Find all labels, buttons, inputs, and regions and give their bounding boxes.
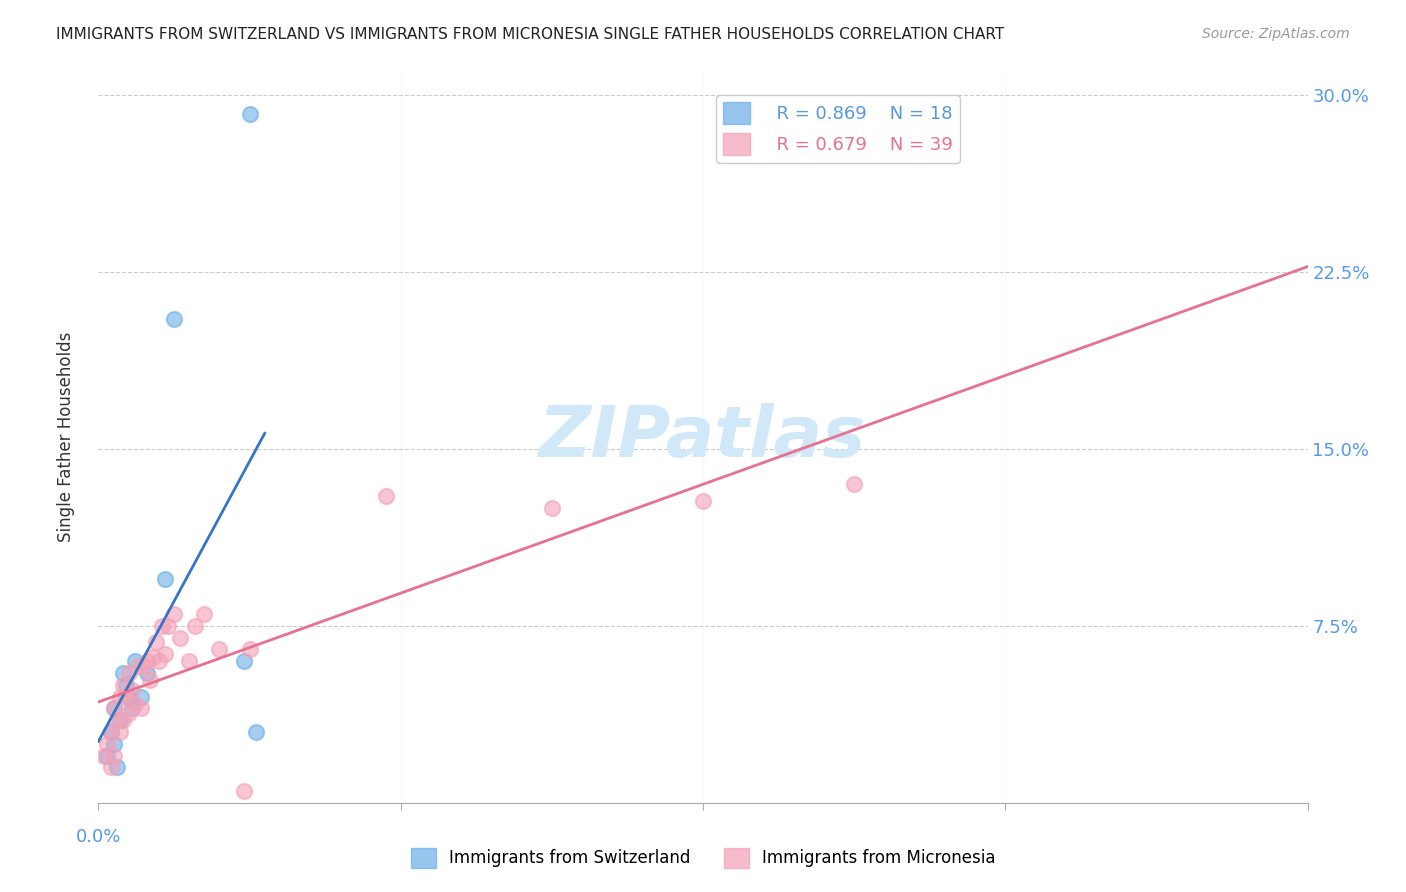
Point: [111, 678, 134, 692]
Point: [100, 760, 122, 774]
Legend: Immigrants from Switzerland, Immigrants from Micronesia: Immigrants from Switzerland, Immigrants …: [404, 841, 1002, 875]
Point: [121, 682, 143, 697]
Point: [103, 748, 125, 763]
Point: [153, 647, 176, 661]
Point: [118, 706, 141, 720]
Point: [142, 649, 165, 664]
Point: [374, 489, 396, 503]
Point: [114, 678, 136, 692]
Point: [139, 673, 162, 687]
Point: [129, 701, 152, 715]
Point: [163, 607, 186, 621]
Point: [239, 642, 262, 657]
Point: [124, 654, 146, 668]
Point: [103, 701, 125, 715]
Point: [150, 619, 173, 633]
Point: [135, 654, 157, 668]
Point: [100, 725, 122, 739]
Point: [232, 784, 254, 798]
Point: [105, 760, 128, 774]
Text: ZIPatlas: ZIPatlas: [540, 402, 866, 472]
Point: [208, 642, 231, 657]
Point: [129, 690, 152, 704]
Point: [93, 748, 115, 763]
Point: [132, 659, 155, 673]
Point: [121, 701, 143, 715]
Point: [96, 748, 118, 763]
Point: [111, 713, 134, 727]
Point: [179, 654, 201, 668]
Point: [245, 725, 267, 739]
Point: [108, 713, 131, 727]
Point: [118, 690, 141, 704]
Point: [239, 107, 262, 121]
Point: [163, 312, 186, 326]
Point: [114, 690, 136, 704]
Point: [108, 690, 131, 704]
Text: IMMIGRANTS FROM SWITZERLAND VS IMMIGRANTS FROM MICRONESIA SINGLE FATHER HOUSEHOL: IMMIGRANTS FROM SWITZERLAND VS IMMIGRANT…: [56, 27, 1004, 42]
Point: [103, 701, 125, 715]
Point: [124, 697, 146, 711]
Point: [96, 737, 118, 751]
Point: [127, 659, 149, 673]
Point: [108, 725, 131, 739]
Point: [148, 654, 170, 668]
Point: [692, 493, 714, 508]
Point: [153, 572, 176, 586]
Point: [156, 619, 179, 633]
Text: 0.0%: 0.0%: [76, 829, 121, 847]
Point: [193, 607, 215, 621]
Point: [540, 500, 562, 515]
Text: Source: ZipAtlas.com: Source: ZipAtlas.com: [1202, 27, 1350, 41]
Point: [135, 666, 157, 681]
Point: [169, 631, 191, 645]
Point: [844, 477, 866, 491]
Legend:   R = 0.869    N = 18,   R = 0.679    N = 39: R = 0.869 N = 18, R = 0.679 N = 39: [716, 95, 960, 162]
Y-axis label: Single Father Households: Single Father Households: [56, 332, 75, 542]
Point: [118, 666, 141, 681]
Point: [105, 713, 128, 727]
Point: [232, 654, 254, 668]
Point: [111, 666, 134, 681]
Point: [145, 635, 167, 649]
Point: [184, 619, 207, 633]
Point: [100, 725, 122, 739]
Point: [103, 737, 125, 751]
